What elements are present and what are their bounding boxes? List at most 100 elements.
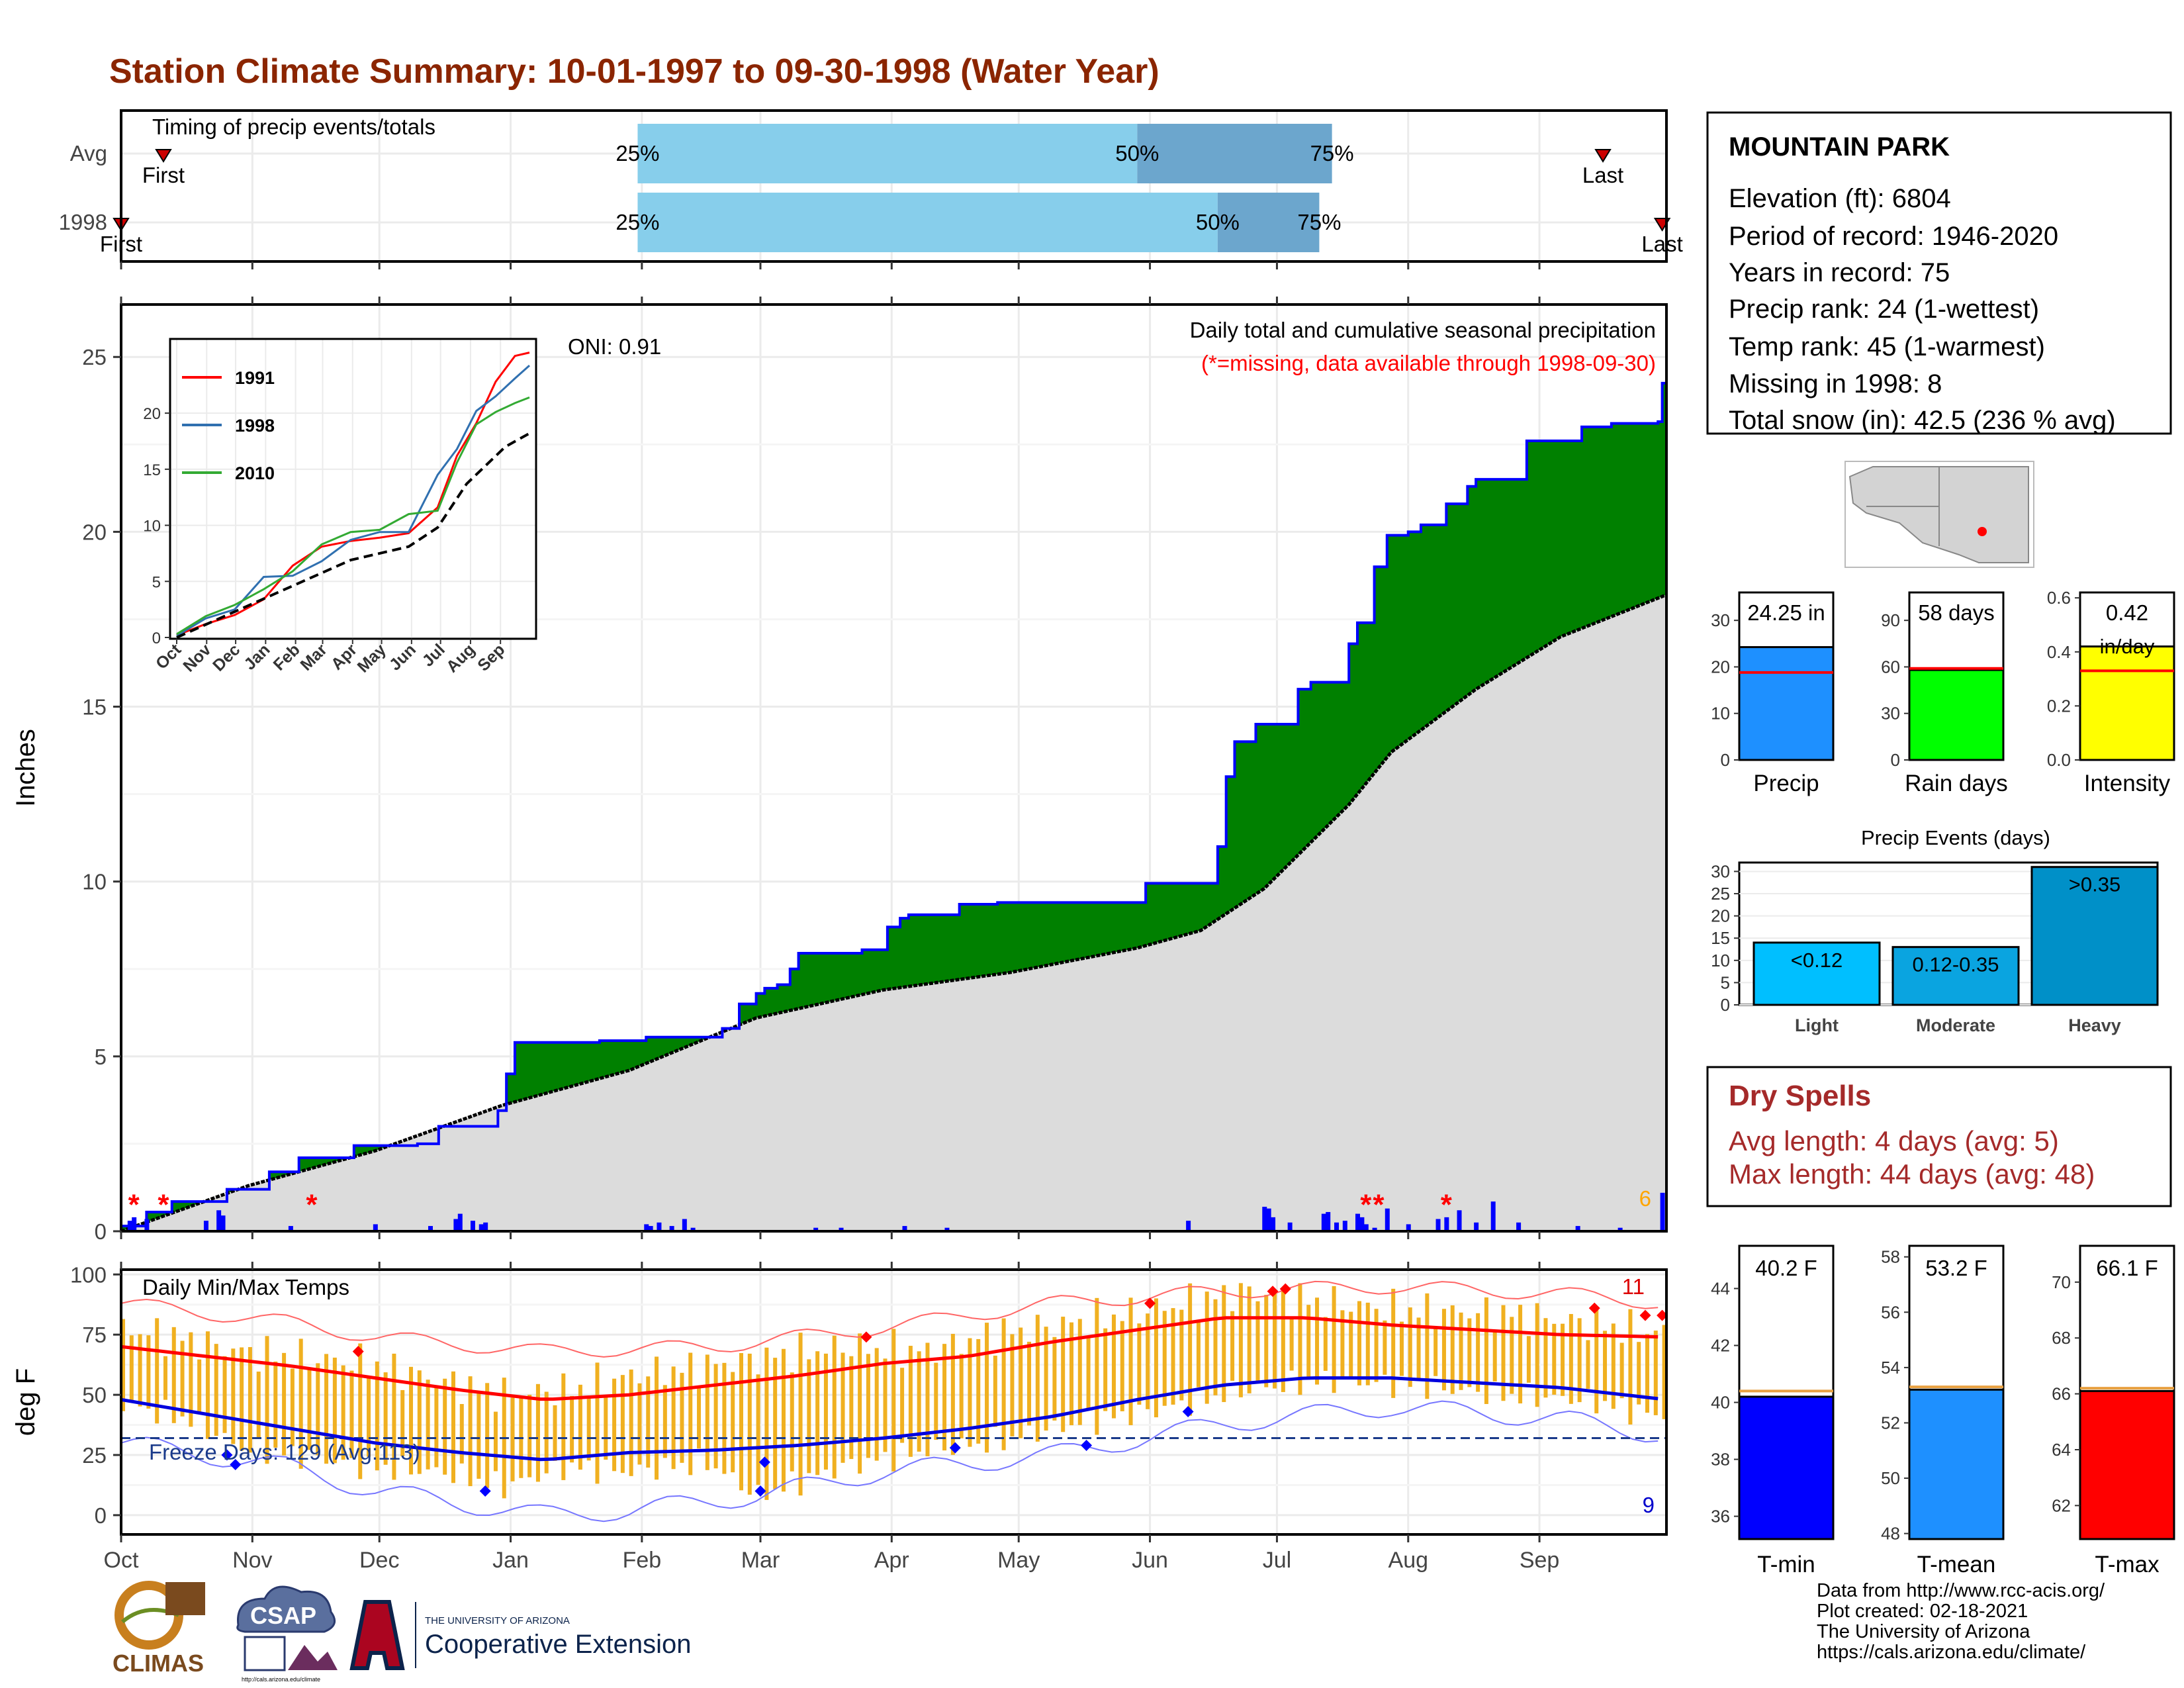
precip-y-axis: 0 5 10 15 20 25 <box>82 297 1541 1244</box>
event-category-label: Moderate <box>1916 1015 1995 1035</box>
oni-label: ONI: 0.91 <box>568 334 661 359</box>
daily-temp-bar <box>214 1344 218 1436</box>
daily-temp-bar <box>646 1376 651 1468</box>
timing-bar-25-50 <box>637 124 1138 183</box>
daily-temp-bar <box>959 1354 964 1438</box>
tmax-record-line <box>120 1280 1659 1358</box>
figure-title: Station Climate Summary: 10-01-1997 to 0… <box>109 52 1160 91</box>
daily-temp-bar <box>731 1372 735 1473</box>
timing-label: Timing of precip events/totals <box>152 115 435 139</box>
daily-temp-bar <box>722 1362 727 1474</box>
daily-precip-bar <box>669 1226 674 1231</box>
daily-temp-bar <box>832 1335 837 1479</box>
month-tick-label: Apr <box>874 1548 909 1573</box>
temp-summary-ytick-label: 68 <box>2052 1328 2071 1348</box>
daily-temp-bar <box>756 1374 760 1485</box>
inset-series-lines <box>176 352 530 639</box>
inset-y-axis: 0 5 10 15 20 <box>143 405 170 647</box>
daily-temp-bar <box>798 1333 803 1496</box>
daily-precip-bar <box>1363 1224 1369 1231</box>
station-line: Temp rank: 45 (1-warmest) <box>1729 332 2045 361</box>
temp-summary-charts: 36 38 40 42 44 40.2 F T-min 48 50 52 54 56 58 53.2 F T… <box>1711 1244 2175 1577</box>
temp-summary-ytick-label: 36 <box>1711 1507 1730 1526</box>
daily-precip-bar <box>1287 1222 1293 1231</box>
record-high-marker <box>1144 1297 1156 1309</box>
summary-ytick-label: 20 <box>1711 657 1730 677</box>
observed-cumulative-line <box>120 381 1666 1231</box>
daily-temp-bar <box>1450 1305 1455 1394</box>
climas-logo: CLIMAS <box>113 1581 205 1677</box>
daily-temp-bar <box>629 1369 633 1476</box>
precip-events-title: Precip Events (days) <box>1861 826 2050 849</box>
daily-temp-bar <box>129 1335 134 1403</box>
daily-temp-bar <box>1501 1305 1506 1401</box>
missing-day-marker: * <box>1373 1188 1385 1221</box>
ua-big-text: Cooperative Extension <box>425 1630 691 1659</box>
daily-temp-bar <box>1323 1317 1328 1371</box>
daily-temp-bar <box>527 1395 532 1477</box>
precip-ytick-label: 25 <box>82 345 107 369</box>
daily-temp-bar <box>993 1355 997 1427</box>
events-ytick-label: 20 <box>1711 906 1730 926</box>
events-ytick-label: 10 <box>1711 951 1730 970</box>
events-ytick-label: 30 <box>1711 861 1730 881</box>
summary-bar <box>2079 645 2175 761</box>
daily-temp-bar <box>1441 1309 1446 1391</box>
daily-precip-bar <box>373 1224 378 1231</box>
daily-temp-bar <box>1433 1327 1438 1376</box>
daily-temp-bar <box>417 1370 422 1474</box>
daily-temp-bar <box>1526 1336 1531 1383</box>
temp-panel-frame <box>120 1268 1668 1536</box>
daily-temp-bar <box>477 1391 481 1479</box>
record-low-marker <box>754 1485 766 1497</box>
daily-temp-bar <box>205 1331 210 1439</box>
daily-temp-bar <box>934 1362 938 1440</box>
daily-temp-bar <box>1196 1319 1201 1387</box>
month-tick-label: Sep <box>1520 1548 1560 1573</box>
daily-temp-bar <box>595 1362 600 1484</box>
summary-ytick-label: 30 <box>1881 704 1900 724</box>
inset-xtick-label: Dec <box>209 640 244 675</box>
dry-spells-avg: Avg length: 4 days (avg: 5) <box>1729 1125 2059 1156</box>
daily-precip-bar <box>1444 1217 1449 1231</box>
record-high-marker <box>352 1346 364 1358</box>
daily-precip-bar <box>1457 1210 1462 1231</box>
missing-note: (*=missing, data available through 1998-… <box>1201 351 1656 375</box>
timing-bar-25-50 <box>637 193 1218 252</box>
summary-value-label: 0.42 <box>2106 600 2148 625</box>
event-bar <box>1891 946 2020 1006</box>
daily-temp-bar <box>1010 1334 1015 1436</box>
daily-temp-bar <box>1662 1325 1666 1419</box>
daily-temp-bar <box>1645 1334 1650 1413</box>
csap-logo: CSAP http://cals.arizona.edu/climate <box>236 1585 338 1683</box>
station-line: Period of record: 1946-2020 <box>1729 222 2058 251</box>
daily-temp-bar <box>1052 1336 1057 1421</box>
summary-ytick-label: 0.4 <box>2047 642 2071 662</box>
station-info-box: MOUNTAIN PARK Elevation (ft): 6804 Perio… <box>1706 111 2172 435</box>
inset-xtick-label: Apr <box>328 640 361 673</box>
temp-summary-ytick-label: 56 <box>1881 1302 1900 1322</box>
daily-temp-bar <box>375 1361 379 1471</box>
daily-precip-bar <box>1321 1213 1326 1231</box>
inset-ytick-label: 15 <box>143 461 161 479</box>
precip-ytick-label: 0 <box>95 1219 107 1244</box>
daily-temp-bar <box>1222 1285 1226 1403</box>
daily-temp-bar <box>163 1356 167 1400</box>
daily-temp-bar <box>570 1395 574 1463</box>
daily-precip-bar <box>144 1219 150 1231</box>
daily-precip-bar <box>216 1210 222 1231</box>
daily-temp-bar <box>510 1397 515 1481</box>
daily-temp-bar <box>231 1348 236 1444</box>
daily-temp-bar <box>197 1359 202 1414</box>
events-ytick-label: 0 <box>1721 995 1730 1015</box>
daily-temp-bar <box>612 1378 617 1472</box>
temp-summary-ytick-label: 52 <box>1881 1413 1900 1432</box>
timing-first-marker <box>155 149 172 163</box>
daily-temp-bar <box>307 1368 312 1450</box>
timing-bar-50-75 <box>1137 124 1332 183</box>
daily-temp-bar <box>908 1346 913 1457</box>
summary-ytick-label: 90 <box>1881 610 1900 630</box>
summary-ytick-label: 0 <box>1721 750 1730 770</box>
